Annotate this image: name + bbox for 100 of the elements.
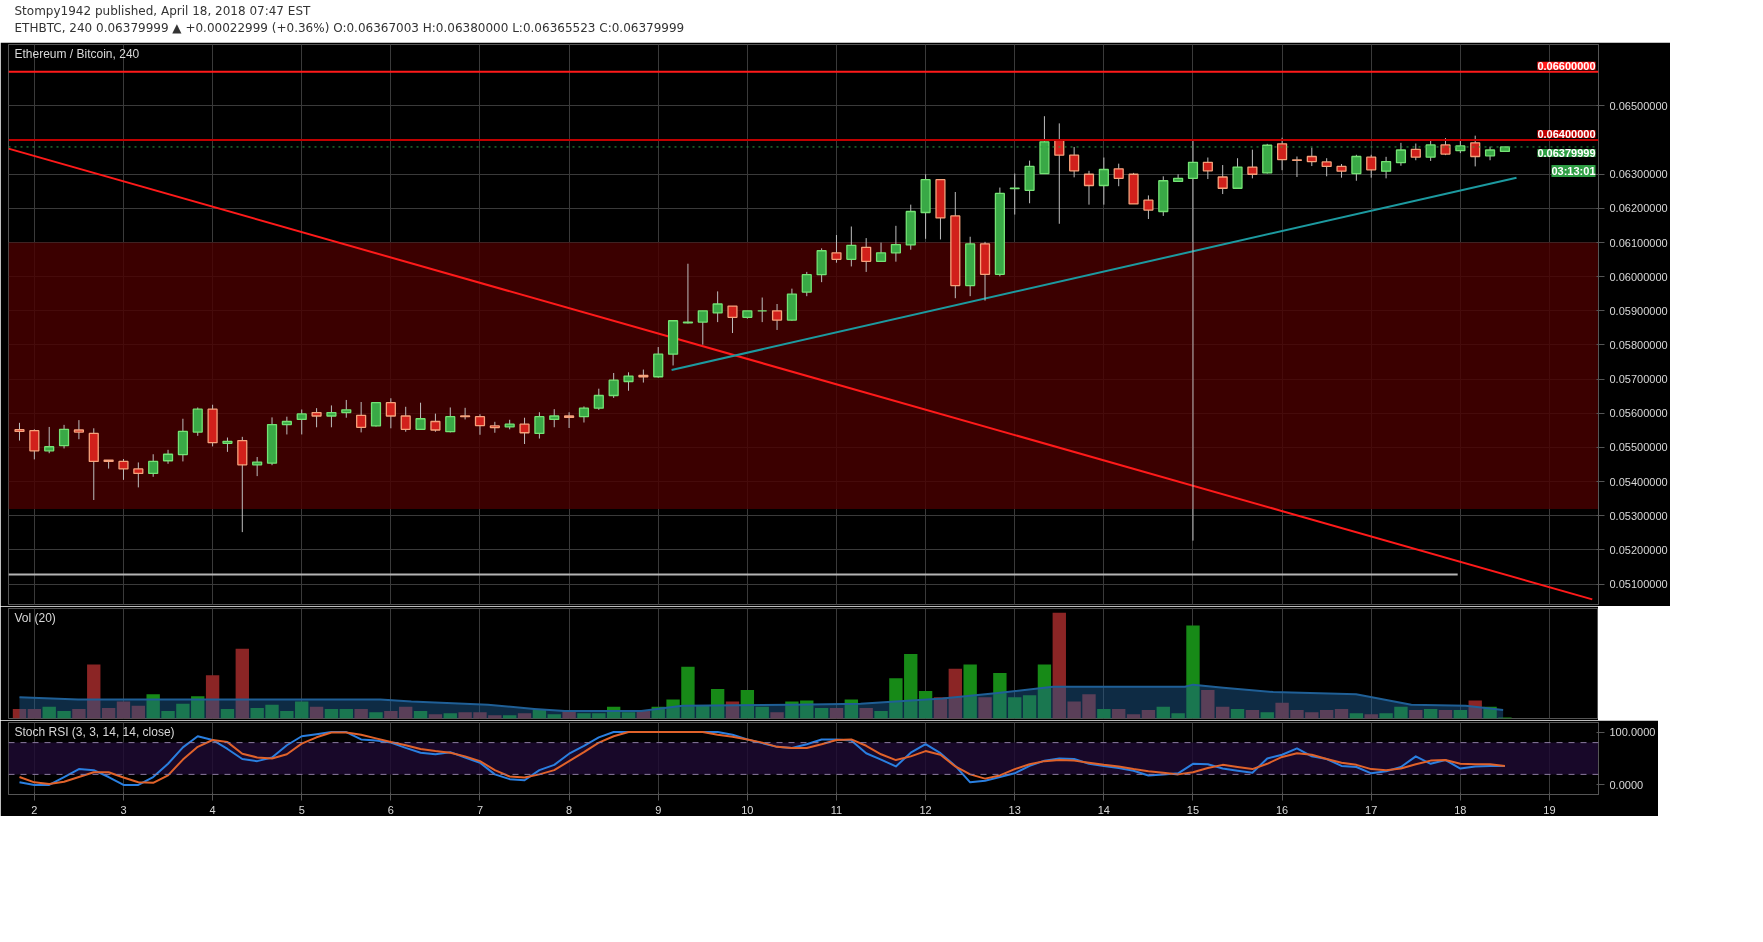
bar xyxy=(1245,710,1260,719)
candlestick xyxy=(697,310,708,346)
candlestick xyxy=(162,449,174,465)
bar xyxy=(948,668,962,719)
candlestick xyxy=(1143,194,1154,220)
candlestick xyxy=(415,402,426,430)
bar xyxy=(324,708,339,719)
y-tick-label: 0.05800000 xyxy=(1609,338,1668,351)
chart-title: Vol (20) xyxy=(14,610,56,625)
bar xyxy=(1453,710,1468,719)
y-tick-label: 0.0000 xyxy=(1609,778,1644,791)
ref-line-label: 0.06379999 xyxy=(1537,146,1596,159)
bar xyxy=(517,713,532,719)
candlestick xyxy=(1291,156,1303,178)
bar xyxy=(339,708,353,719)
candlestick xyxy=(1277,137,1288,171)
candlestick xyxy=(549,408,560,428)
x-tick-label: 17 xyxy=(1365,803,1378,816)
candlestick xyxy=(1113,163,1124,187)
candlestick xyxy=(326,404,337,428)
x-tick-label: 12 xyxy=(919,803,932,816)
bar xyxy=(503,715,517,719)
y-tick-label: 0.05600000 xyxy=(1609,407,1668,420)
x-tick-label: 18 xyxy=(1454,803,1467,816)
y-tick-label: 0.05700000 xyxy=(1609,373,1668,386)
bar xyxy=(1364,714,1378,719)
candlestick xyxy=(1470,135,1481,167)
y-tick-label: 0.05300000 xyxy=(1609,509,1668,522)
candlestick xyxy=(385,397,396,429)
bar xyxy=(978,697,992,719)
candlestick xyxy=(771,303,783,331)
candlestick xyxy=(1173,173,1184,183)
y-tick-label: 0.05900000 xyxy=(1609,304,1668,317)
x-tick-label: 11 xyxy=(830,803,843,816)
bar xyxy=(12,708,27,719)
bar xyxy=(413,711,428,719)
y-tick-label: 0.06500000 xyxy=(1609,99,1668,112)
candlestick xyxy=(578,405,590,423)
candlestick xyxy=(727,305,738,334)
candlestick xyxy=(1306,147,1317,167)
candlestick xyxy=(460,407,471,420)
candlestick xyxy=(1217,164,1228,195)
bar xyxy=(1319,710,1334,719)
x-tick-label: 16 xyxy=(1275,803,1289,816)
ref-line-label: 0.06400000 xyxy=(1537,128,1596,141)
bar xyxy=(235,648,249,719)
candlestick xyxy=(593,388,604,411)
bar xyxy=(1349,713,1364,719)
x-tick-label: 3 xyxy=(120,803,127,816)
bar xyxy=(1334,708,1349,719)
x-tick-label: 10 xyxy=(741,803,754,816)
bar xyxy=(755,706,769,719)
candlestick xyxy=(296,409,307,435)
y-tick-label: 100.0000 xyxy=(1609,726,1656,739)
bar xyxy=(1409,710,1423,719)
ref-line-label: 0.06600000 xyxy=(1537,59,1596,72)
text: ETHBTC, 240 0.06379999 ▲ +0.00022999 (+0.36%) O:0.06367003 H:0.06380000 L:0.06365523 C:0.06379999 xyxy=(14,20,685,35)
candlestick xyxy=(58,424,70,449)
y-tick-label: 0.05100000 xyxy=(1609,578,1668,591)
x-tick-label: 5 xyxy=(298,803,305,816)
candlestick xyxy=(474,413,486,436)
chart-title: Stoch RSI (3, 3, 14, 14, close) xyxy=(14,724,175,739)
bar xyxy=(369,712,383,719)
x-tick-label: 2 xyxy=(31,803,38,816)
y-tick-label: 0.06100000 xyxy=(1609,236,1668,249)
annotation: 03:13:01 xyxy=(1551,164,1596,177)
candlestick xyxy=(281,416,292,435)
candlestick xyxy=(1098,157,1109,206)
candlestick xyxy=(311,407,322,428)
bar xyxy=(814,707,829,719)
y-tick-label: 0.06300000 xyxy=(1609,168,1668,181)
candlestick xyxy=(356,401,367,433)
bar xyxy=(443,713,457,719)
candlestick xyxy=(118,458,129,481)
bar xyxy=(547,714,561,719)
y-tick-label: 0.06200000 xyxy=(1609,202,1668,215)
x-tick-label: 19 xyxy=(1543,803,1556,816)
candlestick xyxy=(400,406,411,433)
chart-title: Ethereum / Bitcoin, 240 xyxy=(14,46,140,61)
candlestick xyxy=(1380,156,1392,179)
candlestick xyxy=(1321,157,1332,177)
x-tick-label: 8 xyxy=(566,803,573,816)
x-tick-label: 13 xyxy=(1008,803,1021,816)
bar xyxy=(1097,708,1111,719)
x-tick-label: 15 xyxy=(1186,803,1200,816)
candlestick xyxy=(252,456,263,477)
candlestick xyxy=(816,247,827,283)
candlestick xyxy=(1232,157,1243,189)
bar xyxy=(309,706,324,719)
bar xyxy=(1423,708,1438,719)
bar xyxy=(621,712,636,719)
candlestick xyxy=(29,428,40,460)
candlestick xyxy=(1351,154,1362,182)
x-tick-label: 7 xyxy=(476,803,484,816)
bar xyxy=(1112,708,1126,719)
candlestick xyxy=(623,371,634,392)
y-tick-label: 0.05400000 xyxy=(1609,475,1668,488)
y-tick-label: 0.05200000 xyxy=(1609,543,1668,556)
y-tick-label: 0.06000000 xyxy=(1609,270,1668,283)
candlestick xyxy=(73,419,85,440)
